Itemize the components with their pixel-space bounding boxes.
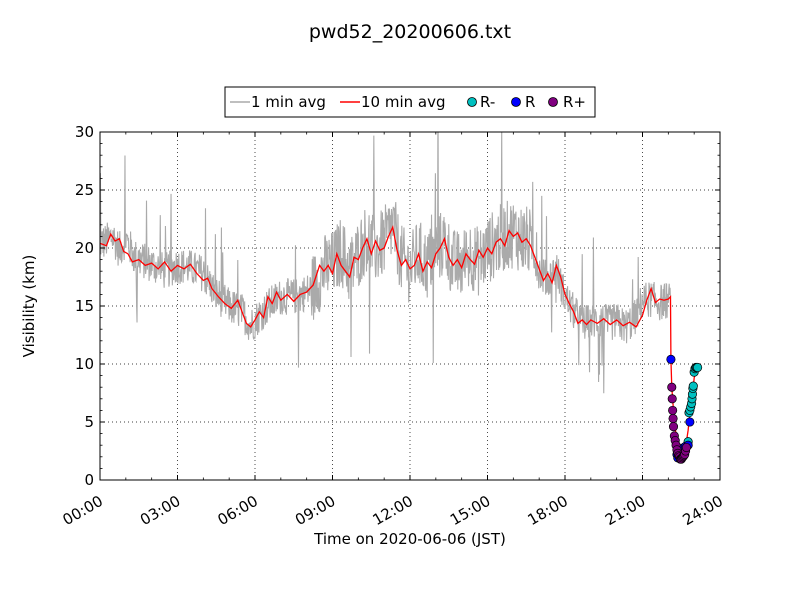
y-tick-label: 20 (75, 239, 94, 257)
grid (99, 131, 721, 481)
x-axis-label: Time on 2020-06-06 (JST) (313, 530, 506, 548)
x-tick-label: 15:00 (447, 492, 493, 529)
marker-r-plus (667, 394, 677, 404)
legend-box (224, 86, 596, 118)
marker-r (685, 417, 695, 427)
legend-marker-r (511, 97, 521, 107)
plot-area (100, 132, 703, 464)
marker-r-minus (688, 381, 698, 391)
y-tick-label: 25 (75, 181, 94, 199)
y-axis-label: Visibility (km) (20, 255, 38, 358)
y-axis-tick-labels: 0 5 10 15 20 25 30 (75, 123, 94, 489)
axis-ticks (99, 131, 721, 481)
marker-r-plus (668, 422, 679, 432)
x-tick-label: 06:00 (215, 492, 261, 529)
x-tick-label: 00:00 (60, 492, 106, 529)
marker-r-minus (693, 362, 703, 373)
marker-r-plus (667, 382, 677, 392)
legend-marker-r-plus (548, 97, 558, 107)
legend-label-r-plus: R+ (563, 93, 586, 111)
x-tick-label: 03:00 (137, 492, 183, 529)
y-tick-label: 0 (84, 471, 94, 489)
x-tick-label: 09:00 (292, 492, 338, 529)
series-1min-avg-line (100, 132, 672, 394)
legend: 1 min avg 10 min avg R- R R+ (224, 86, 596, 118)
x-tick-label: 18:00 (525, 492, 571, 529)
chart-title: pwd52_20200606.txt (309, 21, 511, 43)
x-axis-tick-labels: 00:00 03:00 06:00 09:00 12:00 15:00 18:00 21:00… (60, 492, 726, 529)
x-tick-label: 21:00 (602, 492, 648, 529)
y-tick-label: 30 (75, 123, 94, 141)
legend-label-r: R (525, 93, 535, 111)
y-tick-label: 15 (75, 297, 94, 315)
x-tick-label: 24:00 (680, 492, 726, 529)
marker-r-plus (668, 405, 678, 415)
marker-r-plus (668, 413, 678, 424)
marker-r (666, 354, 676, 364)
legend-marker-r-minus (467, 97, 477, 107)
legend-label-1min: 1 min avg (251, 93, 326, 111)
y-tick-label: 10 (75, 355, 94, 373)
legend-label-10min: 10 min avg (361, 93, 446, 111)
x-tick-label: 12:00 (370, 492, 416, 529)
legend-label-r-minus: R- (480, 93, 495, 111)
marker-r-plus (681, 442, 691, 453)
y-tick-label: 5 (84, 413, 94, 431)
